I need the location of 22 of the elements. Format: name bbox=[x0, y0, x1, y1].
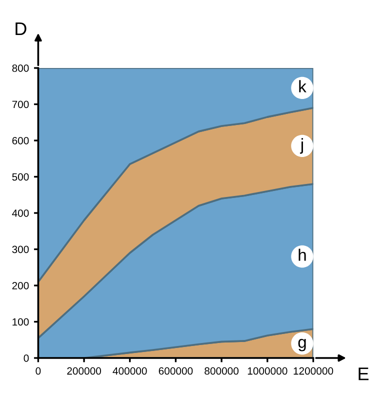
x-tick-label: 200000 bbox=[67, 367, 102, 375]
y-tick-label: 100 bbox=[12, 318, 29, 326]
y-tick-label: 400 bbox=[12, 210, 29, 217]
y-axis-title: D bbox=[16, 22, 26, 35]
x-tick-label: 0 bbox=[36, 367, 41, 375]
y-tick-label: 800 bbox=[12, 64, 29, 72]
series-label: j bbox=[300, 138, 303, 154]
y-tick-label: 300 bbox=[12, 246, 29, 254]
x-tick-label: 1000000 bbox=[248, 367, 288, 375]
y-tick-label: 200 bbox=[12, 282, 29, 290]
series-label: k bbox=[299, 80, 306, 92]
y-tick-label: 0 bbox=[24, 354, 29, 362]
x-tick-label: 600000 bbox=[158, 367, 193, 375]
x-tick-label: 1200000 bbox=[294, 367, 334, 375]
x-tick-label: 800000 bbox=[204, 367, 239, 375]
y-tick-label: 700 bbox=[12, 100, 29, 108]
x-axis-title: E bbox=[358, 368, 369, 380]
series-label: h bbox=[298, 248, 306, 261]
y-tick-label: 500 bbox=[12, 173, 29, 181]
x-tick-label: 400000 bbox=[112, 367, 147, 375]
y-tick-label: 600 bbox=[12, 137, 29, 144]
series-label: g bbox=[298, 338, 306, 352]
